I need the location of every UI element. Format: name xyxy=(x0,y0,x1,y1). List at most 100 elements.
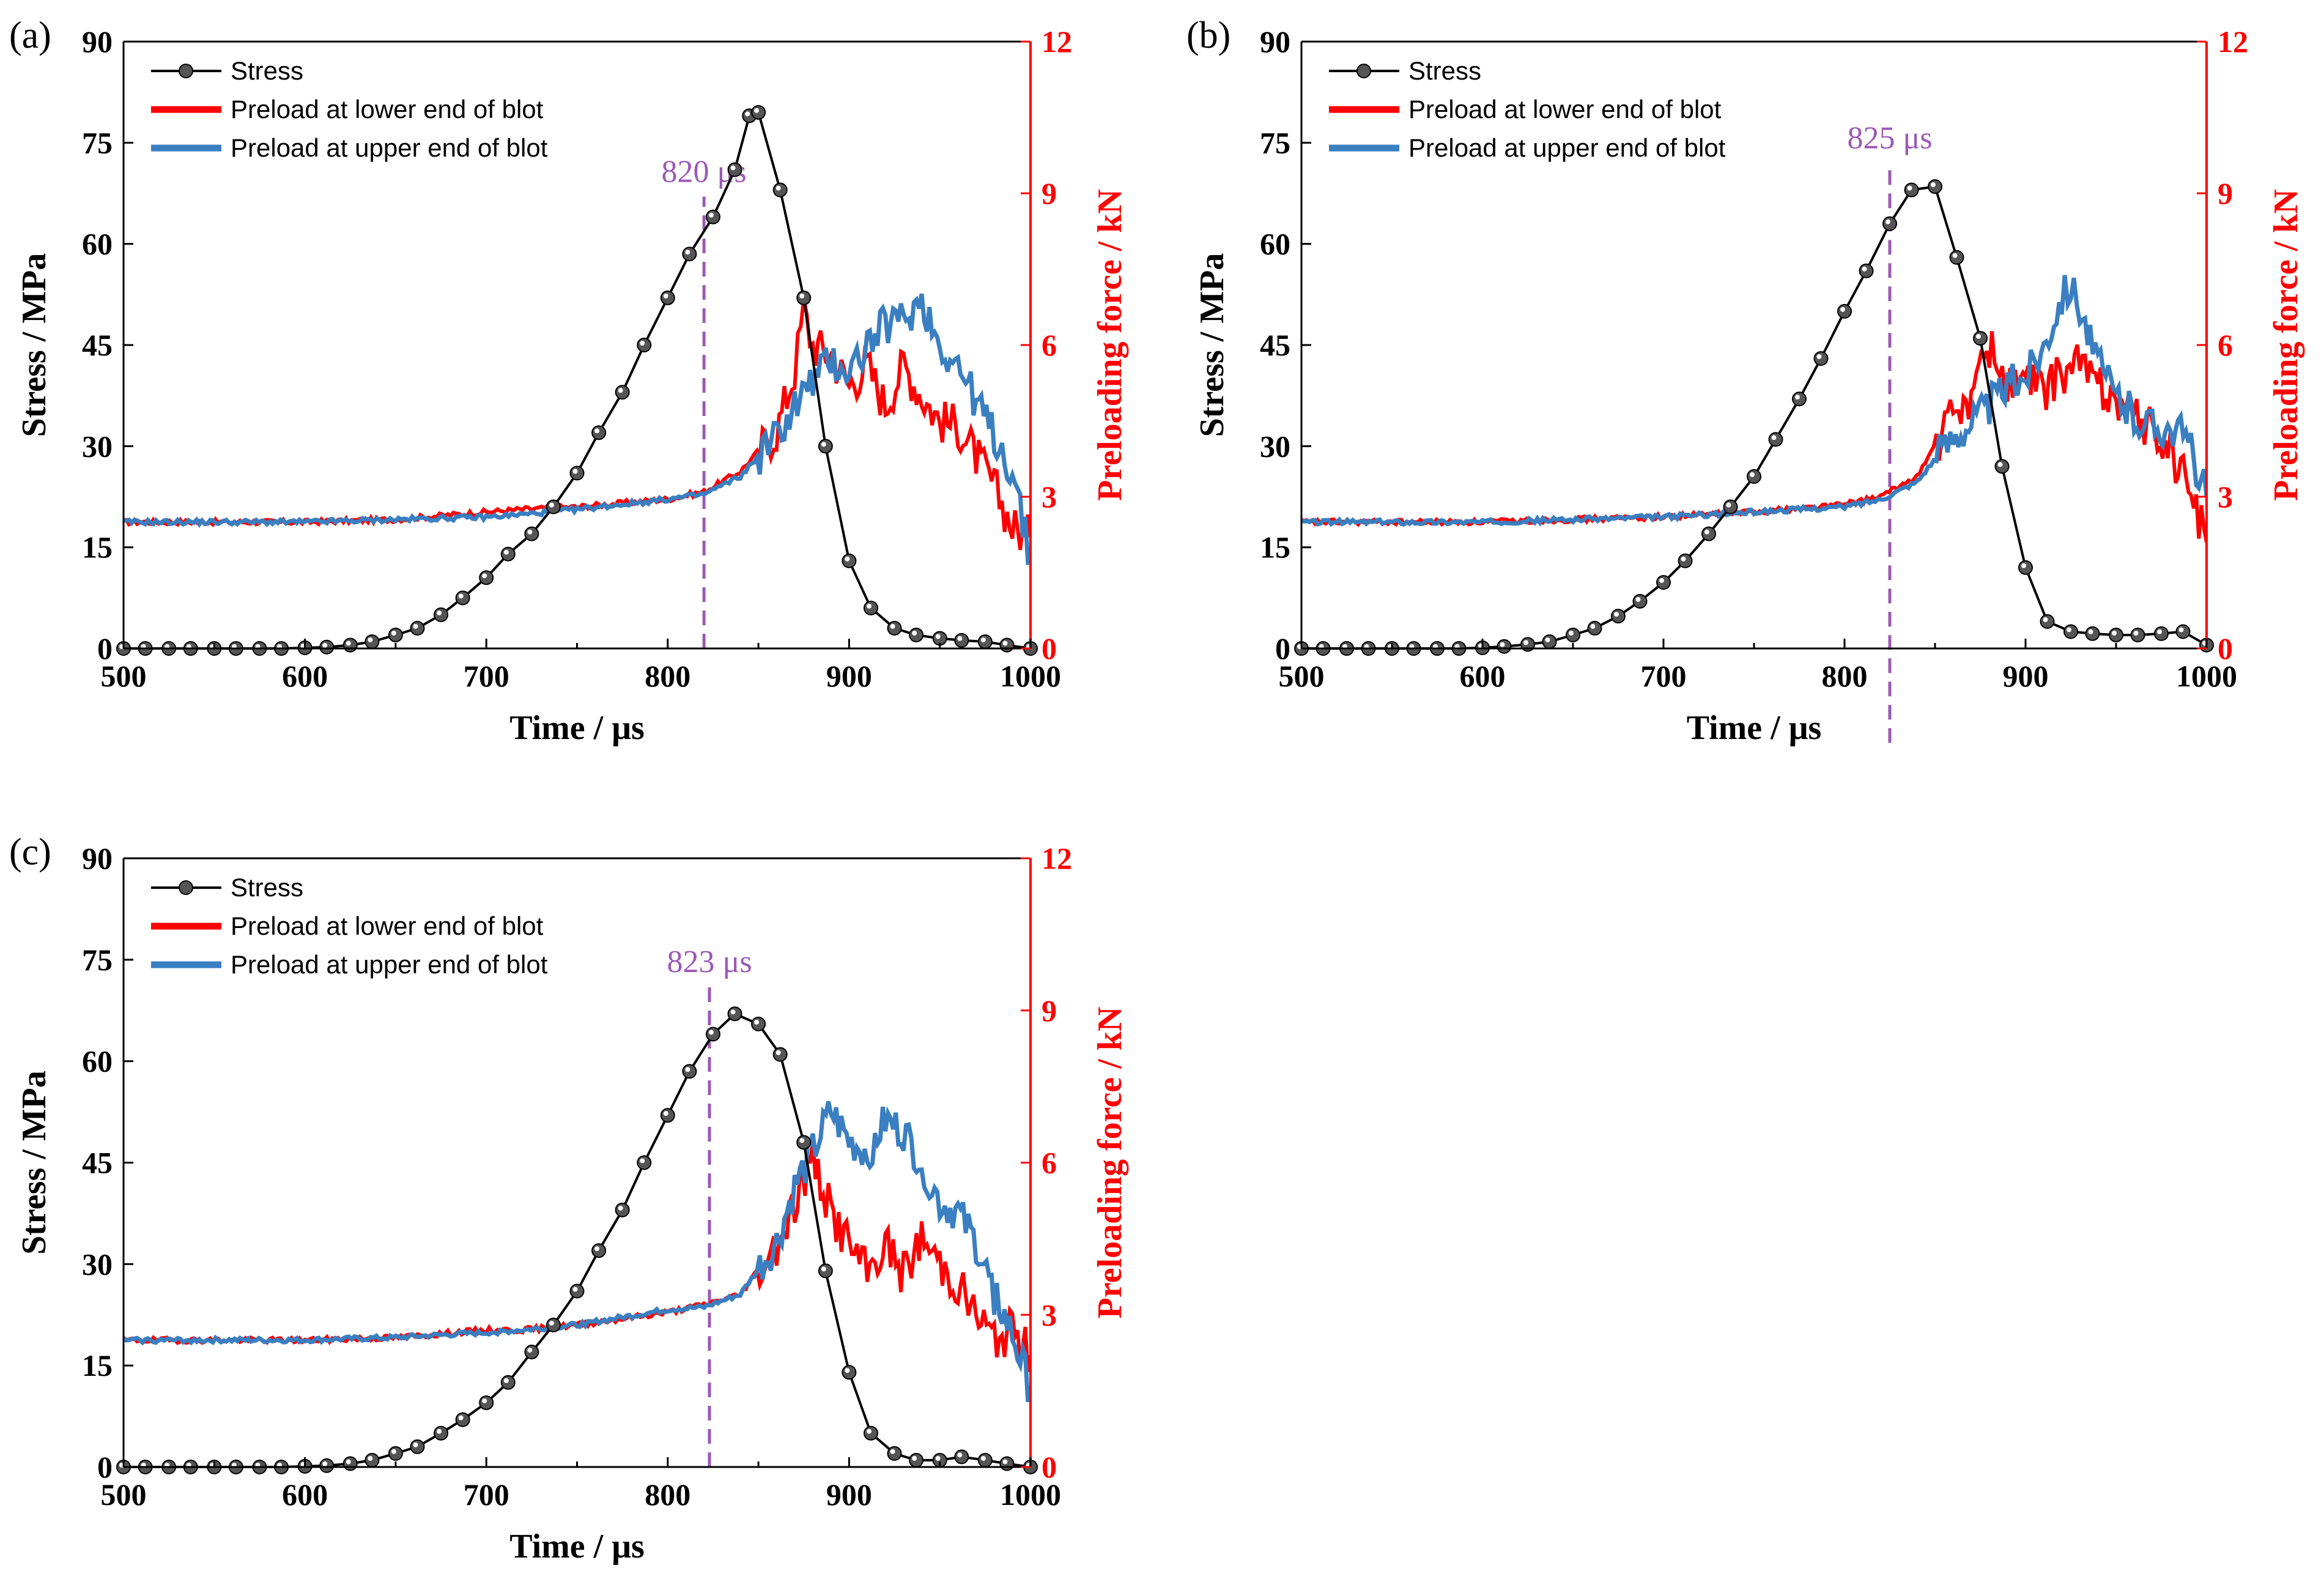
stress-point-highlight xyxy=(845,556,850,562)
stress-point xyxy=(500,546,516,562)
stress-point-highlight xyxy=(640,341,645,346)
stress-point-highlight xyxy=(2133,630,2139,636)
stress-point xyxy=(455,590,470,606)
stress-point xyxy=(1859,263,1874,278)
stress-point xyxy=(1949,250,1964,265)
stress-point xyxy=(388,1446,403,1461)
stress-point xyxy=(887,620,902,636)
x-tick-label: 700 xyxy=(464,659,509,693)
stress-point xyxy=(909,627,924,642)
stress-point xyxy=(1678,553,1693,568)
y-tick-label: 0 xyxy=(97,1450,113,1484)
stress-point-highlight xyxy=(1569,630,1574,636)
stress-point-highlight xyxy=(2157,629,2162,634)
x-tick-label: 500 xyxy=(1279,659,1325,693)
stress-point xyxy=(751,1016,766,1031)
stress-point xyxy=(1611,609,1626,624)
stress-point xyxy=(842,1365,857,1380)
stress-point-highlight xyxy=(754,108,760,113)
y2-tick-label: 6 xyxy=(1042,328,1057,362)
stress-point-highlight xyxy=(2088,629,2093,634)
stress-point xyxy=(1656,574,1671,590)
y2-tick-label: 9 xyxy=(2218,176,2233,210)
stress-point xyxy=(1904,182,1919,198)
legend-entry: Preload at lower end of blot xyxy=(231,912,544,940)
legend-entry: Preload at lower end of blot xyxy=(1408,95,1722,124)
x-tick-label: 800 xyxy=(645,659,690,693)
stress-point-highlight xyxy=(1523,640,1528,645)
stress-point xyxy=(2175,624,2191,639)
stress-point-highlight xyxy=(1726,502,1731,508)
stress-point-highlight xyxy=(391,1449,396,1454)
stress-point-highlight xyxy=(594,1246,600,1252)
stress-point-highlight xyxy=(799,293,805,299)
y2-axis-title: Preloading force / kN xyxy=(1091,189,1129,501)
stress-point xyxy=(1768,432,1783,447)
stress-point xyxy=(2040,614,2055,629)
stress-point xyxy=(2130,627,2145,642)
stress-point xyxy=(1723,499,1738,514)
stress-point-highlight xyxy=(957,1452,963,1458)
y2-tick-label: 3 xyxy=(1042,480,1057,514)
stress-point xyxy=(319,1458,335,1473)
stress-point xyxy=(954,1449,969,1465)
y2-axis-title: Preloading force / kN xyxy=(2267,189,2305,501)
y2-tick-label: 12 xyxy=(1042,841,1072,875)
stress-point-highlight xyxy=(368,637,373,642)
panel-label: (a) xyxy=(9,15,51,56)
stress-point xyxy=(1928,179,1942,194)
stress-point-highlight xyxy=(1907,185,1912,191)
stress-point xyxy=(818,439,833,454)
x-tick-label: 700 xyxy=(464,1477,509,1512)
x-tick-label: 900 xyxy=(2003,659,2049,693)
stress-point xyxy=(365,1452,380,1468)
stress-point-highlight xyxy=(594,428,600,434)
stress-point-highlight xyxy=(912,630,917,636)
y-tick-label: 75 xyxy=(82,125,113,160)
y-axis-title: Stress / MPa xyxy=(15,1071,53,1255)
y-tick-label: 75 xyxy=(82,943,113,977)
stress-point xyxy=(388,627,403,642)
series-stress-line xyxy=(1301,185,2207,650)
stress-point-highlight xyxy=(1750,472,1755,477)
stress-point-highlight xyxy=(413,1442,418,1447)
stress-point xyxy=(705,1027,720,1042)
stress-point xyxy=(660,290,675,305)
stress-point xyxy=(455,1412,470,1427)
stress-point xyxy=(615,385,630,400)
stress-point-highlight xyxy=(1795,395,1800,400)
stress-point xyxy=(500,1375,516,1390)
legend-entry: Preload at upper end of blot xyxy=(231,133,548,162)
stress-point-highlight xyxy=(1931,182,1936,187)
stress-point xyxy=(2154,626,2169,641)
y2-tick-label: 3 xyxy=(2218,480,2233,514)
stress-point-highlight xyxy=(2067,627,2071,633)
stress-point xyxy=(479,570,494,585)
stress-point-highlight xyxy=(1997,462,2003,467)
stress-point xyxy=(1587,620,1602,636)
stress-point-highlight xyxy=(1681,556,1686,562)
stress-point xyxy=(591,1243,607,1258)
stress-point xyxy=(1792,392,1807,407)
stress-point xyxy=(591,425,607,440)
stress-point-highlight xyxy=(775,185,781,191)
stress-point xyxy=(2063,624,2078,639)
stress-point-highlight xyxy=(1976,333,1981,339)
legend-entry: Stress xyxy=(231,56,303,85)
stress-point-highlight xyxy=(527,1348,533,1353)
series-stress-line xyxy=(124,111,1031,650)
y2-tick-label: 12 xyxy=(1042,24,1072,59)
stress-point-highlight xyxy=(1590,623,1596,629)
x-tick-label: 600 xyxy=(282,659,328,693)
stress-point-highlight xyxy=(1840,306,1845,312)
y-tick-label: 15 xyxy=(82,530,113,565)
stress-point-highlight xyxy=(503,549,509,555)
legend-entry: Preload at upper end of blot xyxy=(1408,133,1726,162)
stress-point-highlight xyxy=(754,1019,760,1025)
y-tick-label: 90 xyxy=(1260,24,1290,59)
y-tick-label: 30 xyxy=(82,1247,113,1281)
stress-point xyxy=(1632,593,1648,609)
x-tick-label: 1000 xyxy=(1000,659,1061,693)
